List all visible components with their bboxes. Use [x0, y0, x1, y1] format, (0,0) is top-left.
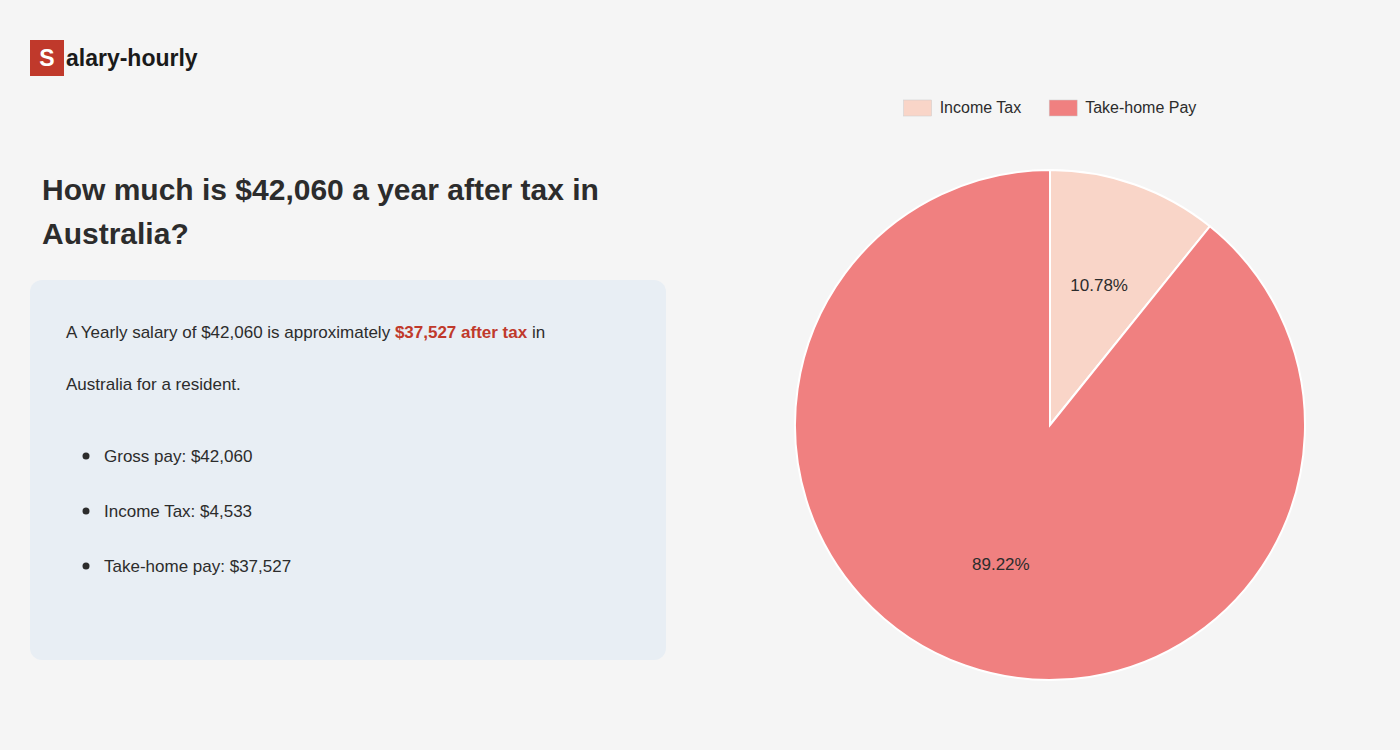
data-labels: 10.78% 89.22% [972, 276, 1128, 574]
bullet [83, 563, 90, 570]
info-box [30, 280, 666, 660]
logo-letter: S [39, 45, 54, 71]
data-label: 10.78% [1070, 276, 1128, 295]
summary-highlight: $37,527 after tax [395, 323, 528, 342]
title: How much is $42,060 a year after tax in A… [42, 173, 599, 250]
legend-item: Take-home Pay [1049, 99, 1196, 116]
summary: A Yearly salary of $42,060 is approximat… [66, 323, 545, 342]
summary-part: in [527, 323, 545, 342]
legend-swatch [1049, 100, 1077, 116]
legend: Income Tax Take-home Pay [904, 99, 1197, 116]
bullet [83, 508, 90, 515]
title-line: Australia? [42, 217, 189, 250]
chart: Salary-hourly How much is $42,060 a year … [0, 0, 1400, 750]
bullet-text: Income Tax: $4,533 [104, 502, 252, 521]
legend-item: Income Tax [904, 99, 1022, 116]
text-panel: Salary-hourly How much is $42,060 a year … [30, 40, 666, 660]
bullet-text: Take-home pay: $37,527 [104, 557, 291, 576]
data-label: 89.22% [972, 555, 1030, 574]
summary-line: Australia for a resident. [66, 375, 241, 394]
background [0, 0, 1400, 750]
title-line: How much is $42,060 a year after tax in [42, 173, 599, 206]
legend-label: Take-home Pay [1085, 99, 1196, 116]
pie-panel: 10.78% 89.22% Income Tax Take-home Pay [795, 99, 1305, 680]
legend-swatch [904, 100, 932, 116]
logo-text: alary-hourly [66, 45, 198, 71]
page: Salary-hourly How much is $42,060 a year … [0, 0, 1400, 750]
summary-part: A Yearly salary of $42,060 is approximat… [66, 323, 395, 342]
slice [795, 170, 1305, 680]
logo-box [30, 40, 64, 76]
bullet [83, 453, 90, 460]
legend-label: Income Tax [940, 99, 1022, 116]
bullet-text: Gross pay: $42,060 [104, 447, 252, 466]
slices [795, 170, 1305, 680]
